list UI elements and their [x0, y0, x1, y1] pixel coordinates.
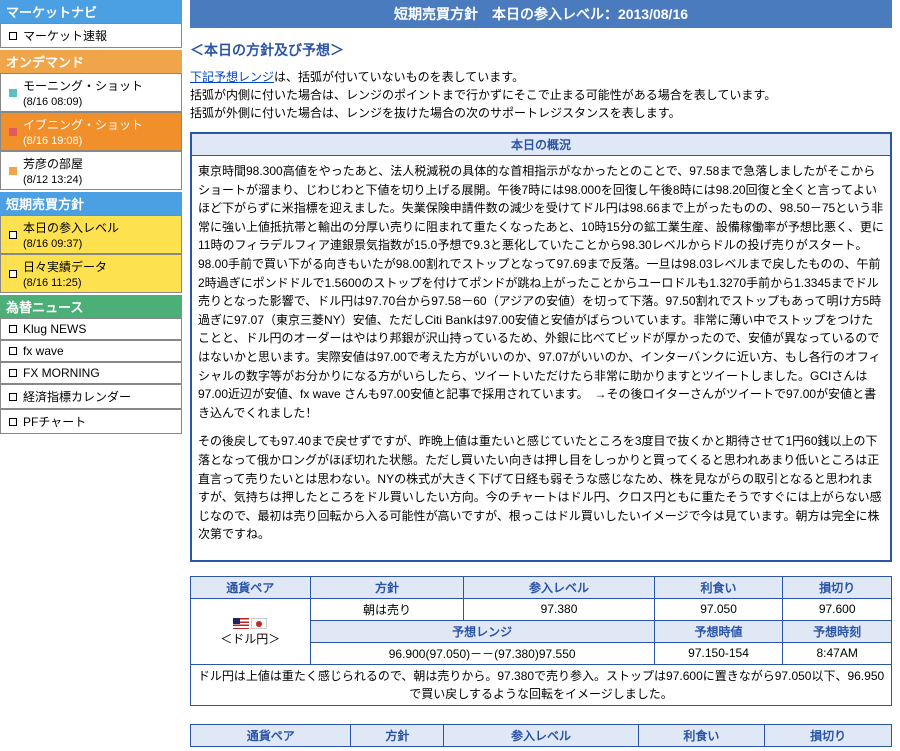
pair-cell: ＜ドル円＞ — [191, 598, 311, 664]
overview-p2: その後戻しても97.40まで戻せずですが、昨晩上値は重たいと感じていたところを3… — [198, 432, 884, 544]
bullet-icon — [9, 393, 17, 401]
sidebar-item[interactable]: イブニング・ショット(8/16 19:08) — [0, 112, 182, 151]
table-header: 方針 — [351, 724, 444, 746]
range-note-link[interactable]: 下記予想レンジ — [190, 70, 274, 84]
main-content: 短期売買方針 本日の参入レベル：2013/08/16 ＜本日の方針及び予想＞ 下… — [182, 0, 900, 751]
sidebar-section-header: 短期売買方針 — [0, 192, 182, 215]
sidebar-item-label: FX MORNING — [23, 366, 100, 380]
table-header: 参入レベル — [464, 576, 654, 598]
bullet-icon — [9, 347, 17, 355]
range-note-text: は、括弧が付いていないものを表しています。括弧が内側に付いた場合は、レンジのポイ… — [190, 70, 776, 120]
bullet-icon — [9, 270, 17, 278]
sidebar-item[interactable]: 経済指標カレンダー — [0, 384, 182, 409]
table-header: 参入レベル — [444, 724, 638, 746]
table-header: 損切り — [783, 576, 892, 598]
bullet-icon — [9, 89, 17, 97]
sub-header-range: 予想レンジ — [310, 620, 654, 642]
table-header: 通貨ペア — [191, 576, 311, 598]
table-header: 損切り — [765, 724, 892, 746]
bullet-icon — [9, 128, 17, 136]
bullet-icon — [9, 231, 17, 239]
bullet-icon — [9, 32, 17, 40]
sidebar-item-label: fx wave — [23, 344, 64, 358]
sub-header-time: 予想時刻 — [783, 620, 892, 642]
sidebar-section-header: 為替ニュース — [0, 295, 182, 318]
bullet-icon — [9, 418, 17, 426]
sidebar-item[interactable]: マーケット速報 — [0, 23, 182, 48]
price-cell: 97.150-154 — [654, 642, 783, 664]
sidebar-item-label: 経済指標カレンダー — [23, 388, 131, 405]
sidebar-item[interactable]: モーニング・ショット(8/16 08:09) — [0, 73, 182, 112]
table-header: 利食い — [654, 576, 783, 598]
sidebar-item[interactable]: fx wave — [0, 340, 182, 362]
sidebar-item-label: イブニング・ショット(8/16 19:08) — [23, 116, 143, 147]
sidebar-item[interactable]: Klug NEWS — [0, 318, 182, 340]
time-cell: 8:47AM — [783, 642, 892, 664]
section-heading: ＜本日の方針及び予想＞ — [190, 40, 892, 60]
page-title: 短期売買方針 本日の参入レベル：2013/08/16 — [190, 0, 892, 28]
sidebar-item-label: モーニング・ショット(8/16 08:09) — [23, 77, 143, 108]
overview-body: 東京時間98.300高値をやったあと、法人税減税の具体的な首相指示がなかったとの… — [192, 156, 890, 560]
sidebar-item[interactable]: 本日の参入レベル(8/16 09:37) — [0, 215, 182, 254]
table-header: 利食い — [638, 724, 765, 746]
sidebar-item[interactable]: PFチャート — [0, 409, 182, 434]
sidebar-item[interactable]: 芳彦の部屋(8/12 13:24) — [0, 151, 182, 190]
overview-box: 本日の概況 東京時間98.300高値をやったあと、法人税減税の具体的な首相指示が… — [190, 132, 892, 562]
sidebar-item-label: Klug NEWS — [23, 322, 86, 336]
overview-p1: 東京時間98.300高値をやったあと、法人税減税の具体的な首相指示がなかったとの… — [198, 162, 884, 422]
range-cell: 96.900(97.050)－－(97.380)97.550 — [310, 642, 654, 664]
overview-header: 本日の概況 — [192, 134, 890, 156]
bullet-icon — [9, 369, 17, 377]
sidebar-item[interactable]: FX MORNING — [0, 362, 182, 384]
bullet-icon — [9, 325, 17, 333]
sidebar-item-label: 本日の参入レベル(8/16 09:37) — [23, 219, 119, 250]
sidebar-section-header: マーケットナビ — [0, 0, 182, 23]
strategy-table-2: 通貨ペア方針参入レベル利食い損切り — [190, 724, 892, 747]
flag-jp-icon — [251, 618, 267, 629]
sidebar-section-header: オンデマンド — [0, 50, 182, 73]
pair-label: ＜ドル円＞ — [220, 632, 280, 646]
entry-cell: 97.380 — [464, 598, 654, 620]
sidebar-item[interactable]: 日々実績データ(8/16 11:25) — [0, 254, 182, 293]
sidebar: マーケットナビマーケット速報オンデマンドモーニング・ショット(8/16 08:0… — [0, 0, 182, 751]
sidebar-item-label: PFチャート — [23, 413, 86, 430]
sidebar-item-label: 日々実績データ(8/16 11:25) — [23, 258, 107, 289]
flag-us-icon — [233, 618, 249, 629]
sidebar-item-label: マーケット速報 — [23, 27, 107, 44]
stop-cell: 97.600 — [783, 598, 892, 620]
sub-header-price: 予想時値 — [654, 620, 783, 642]
policy-cell: 朝は売り — [310, 598, 464, 620]
range-note: 下記予想レンジは、括弧が付いていないものを表しています。括弧が内側に付いた場合は… — [190, 68, 892, 122]
profit-cell: 97.050 — [654, 598, 783, 620]
comment-cell: ドル円は上値は重たく感じられるので、朝は売りから。97.380で売り参入。ストッ… — [191, 664, 892, 705]
strategy-table-1: 通貨ペア方針参入レベル利食い損切り ＜ドル円＞ 朝は売り 97.380 97.0… — [190, 576, 892, 706]
sidebar-item-label: 芳彦の部屋(8/12 13:24) — [23, 155, 83, 186]
table-header: 通貨ペア — [191, 724, 351, 746]
bullet-icon — [9, 167, 17, 175]
table-header: 方針 — [310, 576, 464, 598]
